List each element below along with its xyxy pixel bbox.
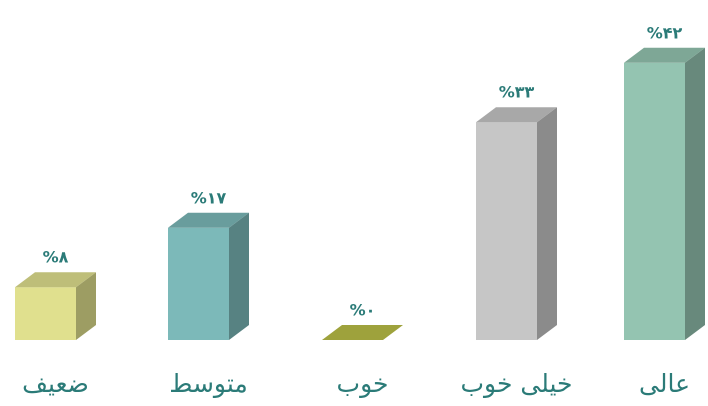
category-label: ضعیف xyxy=(22,369,89,398)
value-label: %۱۷ xyxy=(191,188,227,207)
category-label: عالی xyxy=(639,369,690,398)
bar-top xyxy=(15,272,96,288)
bar-front xyxy=(624,62,685,341)
bar-side xyxy=(685,47,705,341)
bar-side xyxy=(537,107,557,340)
bar-front xyxy=(15,287,76,340)
category-label: خیلی خوب xyxy=(461,369,573,398)
value-label: %۳۳ xyxy=(499,83,535,102)
bar-top xyxy=(322,325,403,340)
bar-front xyxy=(168,227,229,340)
bar-side xyxy=(229,212,249,340)
value-label: %۰ xyxy=(350,301,376,320)
bar-side xyxy=(76,272,96,340)
category-label: متوسط xyxy=(169,369,248,398)
bar-top xyxy=(476,107,557,123)
bar-top xyxy=(624,47,705,63)
category-label: خوب xyxy=(337,369,389,398)
bar-front xyxy=(476,122,537,340)
bar-top xyxy=(168,212,249,228)
value-label: %۸ xyxy=(43,248,69,267)
value-label: %۴۲ xyxy=(647,23,683,42)
